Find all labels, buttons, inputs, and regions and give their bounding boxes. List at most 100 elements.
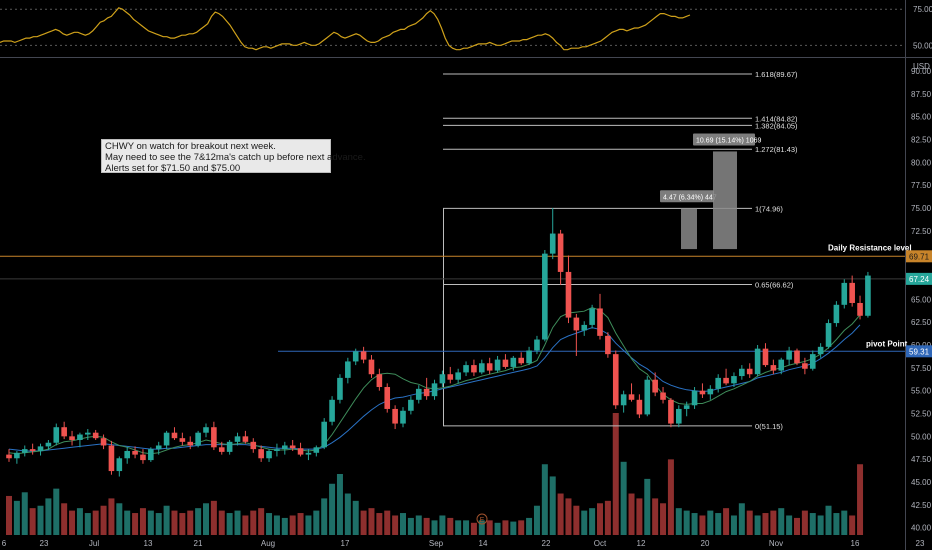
volume-bar [494, 522, 501, 535]
candle-body [116, 458, 123, 472]
volume-bar [76, 508, 83, 535]
candle-body [786, 350, 792, 360]
candle-body [668, 399, 674, 424]
price-tick-label: 47.50 [911, 455, 932, 464]
projection-label: 4.47 (6.34%) 447 [663, 194, 717, 201]
candle-body [817, 346, 824, 355]
volume-bar [738, 503, 745, 535]
projection-label: 10.69 (15.14%) 1069 [696, 137, 761, 144]
pivot-badge-label: 59.31 [909, 347, 930, 356]
candle-body [455, 372, 461, 380]
volume-bar [376, 513, 383, 535]
candle-body [746, 368, 753, 375]
volume-bar [636, 498, 643, 535]
volume-bar [266, 513, 273, 535]
volume-bar [778, 508, 785, 535]
candle-body [203, 427, 209, 433]
price-tick-label: 50.00 [911, 432, 932, 441]
price-tick-label: 42.50 [911, 501, 932, 510]
candle-body [644, 379, 651, 415]
resistance-badge [906, 250, 932, 263]
candle-body [368, 359, 375, 375]
candle-body [778, 359, 785, 371]
candle-body [518, 357, 524, 364]
candle-body [660, 392, 666, 400]
candle-body [707, 388, 714, 395]
candle-body [526, 350, 532, 364]
volume-bar [849, 515, 856, 535]
volume-bar [754, 515, 761, 535]
volume-bar [597, 503, 603, 535]
candle-body [628, 394, 635, 400]
candle-body [53, 427, 60, 443]
candle-body [211, 427, 217, 448]
volume-bar [762, 513, 769, 535]
candle-body [486, 363, 493, 371]
candle-body [242, 436, 249, 442]
volume-bar [305, 515, 312, 535]
candle-body [140, 454, 146, 461]
candle-body [605, 335, 611, 355]
date-tick-label: 12 [637, 539, 646, 548]
volume-bar [226, 513, 233, 535]
volume-bar [187, 510, 194, 535]
volume-bar [69, 510, 76, 535]
date-tick-label: 16 [851, 539, 860, 548]
osc-level-label: 75.00 [913, 5, 932, 14]
date-tick-label: 14 [479, 539, 488, 548]
volume-bar [628, 493, 635, 535]
volume-bar [604, 500, 611, 535]
volume-bar [675, 508, 682, 535]
candle-body [408, 399, 414, 411]
volume-bar [730, 515, 737, 535]
candle-body [502, 359, 509, 367]
volume-bar [53, 488, 60, 535]
candle-body [439, 374, 446, 384]
volume-bar [644, 478, 651, 535]
fib-level-label: 1.414(84.82) [755, 114, 798, 123]
projection-box [681, 208, 697, 250]
resistance-label: Daily Resistance level [828, 243, 912, 252]
candle-body [849, 282, 855, 303]
price-tick-label: 57.50 [911, 364, 932, 373]
candle-body [171, 432, 178, 439]
volume-bar [179, 513, 186, 535]
volume-bar [455, 520, 462, 535]
volume-bar [242, 515, 249, 535]
pivot-label: pivot Point [866, 339, 908, 348]
candle-body [92, 432, 99, 439]
candle-body [415, 388, 422, 400]
candle-body [305, 452, 312, 455]
date-tick-label: Sep [429, 539, 444, 548]
fib-level-label: 1(74.96) [755, 204, 783, 213]
candle-body [463, 365, 469, 373]
price-tick-label: 77.50 [911, 181, 932, 190]
volume-bar [510, 521, 517, 535]
candle-body [479, 363, 485, 373]
candle-body [258, 449, 264, 459]
candle-body [274, 449, 280, 451]
volume-bar [423, 517, 430, 535]
candle-body [250, 441, 257, 450]
candle-body [620, 394, 627, 406]
candle-body [392, 408, 398, 424]
volume-bar [667, 459, 674, 535]
candle-body [676, 408, 682, 424]
volume-bar [344, 493, 351, 535]
note-line-2: May need to see the 7&12ma's catch up be… [105, 152, 366, 163]
candle-body [636, 399, 643, 415]
candle-body [289, 445, 296, 449]
volume-bar [541, 464, 548, 535]
volume-bar [447, 517, 454, 535]
candle-body [61, 427, 67, 437]
volume-bar [139, 508, 146, 535]
volume-bar [549, 476, 556, 535]
volume-bar [124, 510, 131, 535]
volume-bar [817, 515, 824, 535]
date-tick-label: 21 [194, 539, 203, 548]
annotation-note[interactable]: CHWY on watch for breakout next week. Ma… [101, 139, 366, 174]
date-tick-label: 17 [341, 539, 350, 548]
volume-bar [352, 500, 359, 535]
candle-body [108, 445, 115, 472]
